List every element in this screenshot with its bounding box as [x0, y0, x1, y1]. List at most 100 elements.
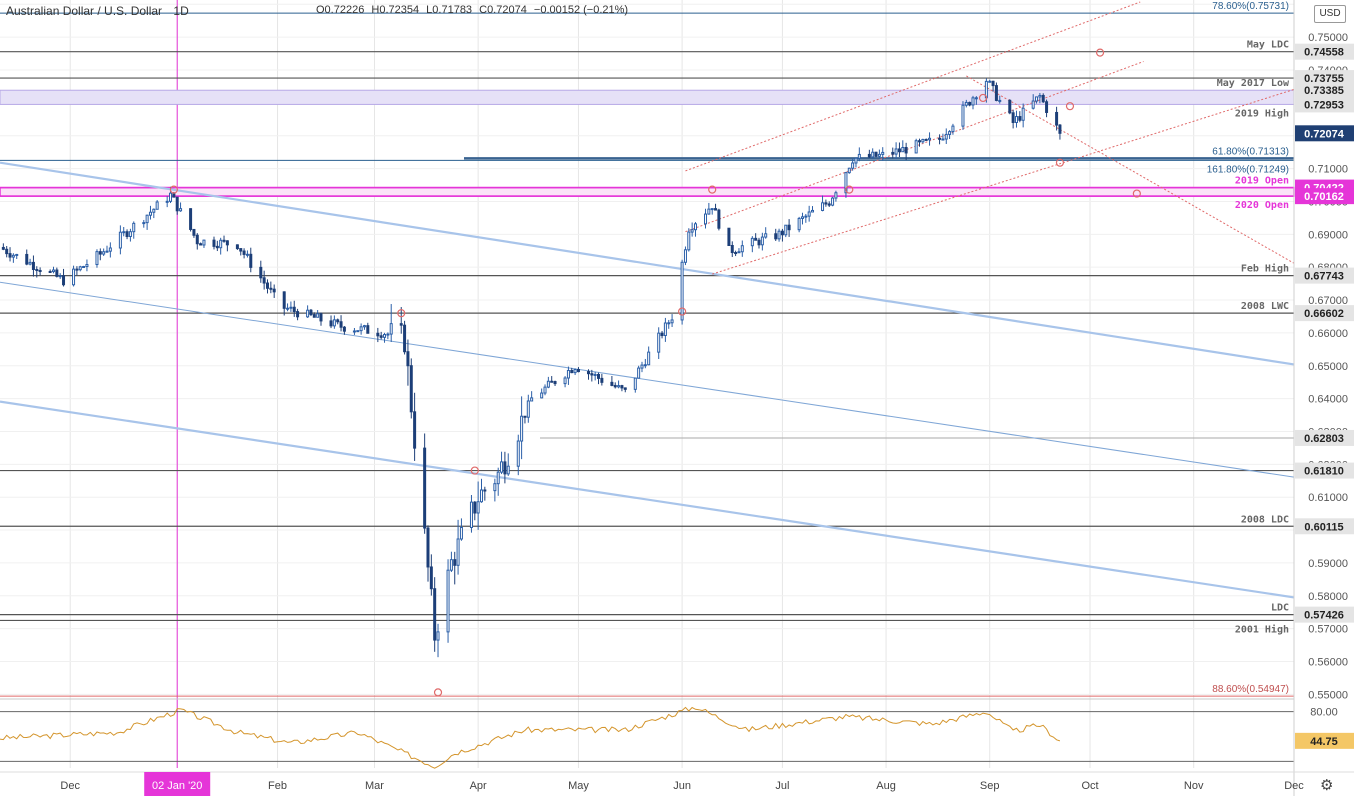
candle-body [352, 330, 356, 333]
high-value: H0.72354 [371, 4, 420, 16]
y-tick-label: 0.55000 [1308, 689, 1348, 701]
currency-button[interactable]: USD [1314, 5, 1346, 23]
x-tick-label: Mar [365, 780, 384, 792]
candle-body [573, 369, 577, 374]
candle-body [951, 125, 955, 133]
candle-body [1018, 116, 1022, 121]
candle-body [122, 231, 126, 234]
timeframe-label[interactable]: 1D [173, 4, 189, 18]
candle-body [386, 333, 390, 336]
candle-body [563, 377, 567, 385]
candle-body [968, 101, 972, 106]
candle-body [286, 307, 290, 310]
trendline [966, 75, 1295, 264]
resistance-zone [0, 89, 1295, 105]
price-badge-label: 0.74558 [1304, 47, 1344, 59]
candle-body [199, 243, 203, 246]
pivot-circle [397, 309, 406, 318]
candle-body [994, 85, 998, 101]
candle-body [797, 217, 801, 231]
candle-body [292, 306, 296, 313]
symbol-title[interactable]: Australian Dollar / U.S. Dollar [6, 4, 163, 18]
candle-body [202, 239, 206, 246]
candle-body [543, 386, 547, 394]
level-price-badge [1295, 305, 1354, 322]
trendline [712, 88, 1295, 275]
price-badge-label: 0.61810 [1304, 466, 1344, 478]
x-tick-label: Jul [775, 780, 789, 792]
candle-body [82, 266, 86, 269]
candle-body [493, 483, 497, 492]
candle-body [500, 461, 504, 473]
pivot-circle [470, 466, 479, 475]
candle-body [85, 264, 89, 268]
x-tick-label: May [568, 780, 589, 792]
candle-body [991, 80, 995, 87]
gear-icon[interactable]: ⚙ [1320, 777, 1334, 794]
x-tick-label: Feb [268, 780, 287, 792]
candle-body [265, 282, 269, 289]
candle-body [212, 239, 216, 247]
pivot-circle [1055, 158, 1065, 167]
candle-body [714, 208, 718, 211]
candle-body [476, 501, 480, 514]
candle-body [296, 311, 300, 318]
candle-body [600, 377, 604, 383]
y-tick-label: 0.58000 [1308, 591, 1348, 603]
candle-body [409, 365, 413, 413]
candle-body [734, 252, 738, 255]
change-value: −0.00152 (−0.21%) [533, 4, 629, 16]
level-price-badge [1295, 188, 1354, 205]
candle-body [449, 559, 453, 571]
level-label: 2019 Open [1235, 176, 1289, 187]
candle-body [787, 224, 791, 231]
candle-body [383, 334, 387, 338]
candle-body [282, 291, 286, 309]
candle-body [25, 253, 29, 265]
candle-body [242, 250, 246, 255]
candle-body [871, 151, 875, 158]
pivot-circle [708, 185, 717, 194]
candle-body [774, 233, 778, 240]
candle-body [516, 440, 520, 467]
candle-body [78, 266, 82, 271]
candle-body [904, 146, 908, 154]
candle-body [523, 415, 527, 418]
candle-body [359, 326, 363, 332]
candle-body [316, 313, 320, 318]
candle-body [928, 137, 932, 141]
x-tick-label: Jun [673, 780, 691, 792]
price-badge-label: 0.72953 [1304, 99, 1344, 111]
level-price-badge [1295, 606, 1354, 623]
candle-body [269, 287, 273, 290]
candle-body [1014, 116, 1018, 123]
candle-body [215, 245, 219, 249]
level-label: 78.60%(0.75731) [1212, 1, 1289, 12]
candle-body [483, 489, 487, 492]
candle-body [496, 471, 500, 485]
time-axis: Dec 02 Jan '20 Feb Mar Apr May Jun Jul Aug Sep Oct… [60, 772, 1304, 796]
level-price-badge [1295, 518, 1354, 535]
candle-body [670, 319, 674, 324]
price-badge-label: 0.57426 [1304, 610, 1344, 622]
level-price-badge [1295, 429, 1354, 446]
candle-body [921, 138, 925, 143]
candle-body [155, 201, 159, 210]
candle-body [553, 381, 557, 385]
y-tick-label: 0.59000 [1308, 558, 1348, 570]
candle-body [730, 245, 734, 254]
candle-body [576, 369, 580, 373]
candle-body [28, 261, 32, 265]
candle-body [142, 222, 146, 225]
candle-body [55, 269, 59, 277]
candle-body [780, 230, 784, 236]
level-label: May 2017 Low [1217, 78, 1290, 89]
candle-body [704, 213, 708, 225]
candle-body [436, 631, 440, 641]
y-tick-label: 0.57000 [1308, 624, 1348, 636]
x-tick-label: Nov [1184, 780, 1204, 792]
level-price-badge [1295, 82, 1354, 99]
candle-body [1035, 96, 1039, 102]
pivot-circle [1095, 48, 1105, 57]
